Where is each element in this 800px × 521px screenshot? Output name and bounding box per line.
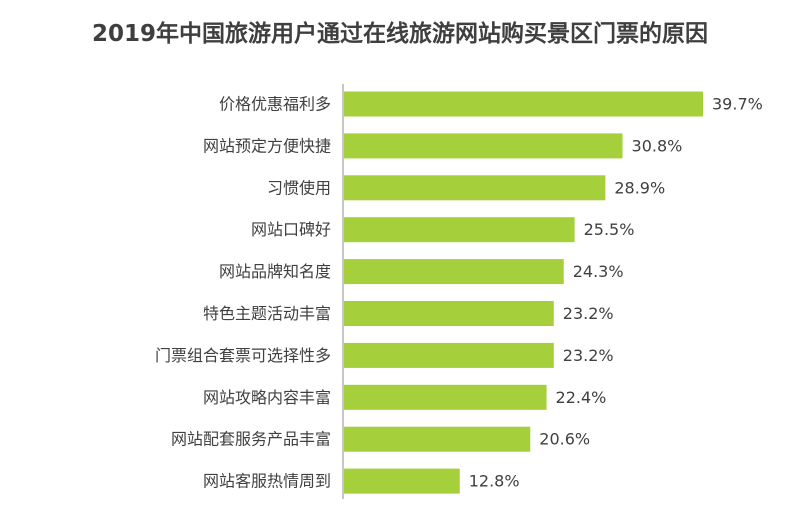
category-label-1: 网站预定方便快捷: [203, 136, 331, 155]
value-label-2: 28.9%: [614, 178, 665, 197]
bar-9: [344, 468, 460, 494]
bar-6: [344, 342, 554, 368]
value-label-8: 20.6%: [539, 430, 590, 449]
value-label-0: 39.7%: [712, 95, 763, 114]
bar-2: [344, 175, 606, 201]
category-label-2: 习惯使用: [267, 178, 331, 197]
category-labels-group: 价格优惠福利多网站预定方便快捷习惯使用网站口碑好网站品牌知名度特色主题活动丰富门…: [155, 95, 331, 491]
chart-title: 2019年中国旅游用户通过在线旅游网站购买景区门票的原因: [91, 21, 708, 47]
value-label-5: 23.2%: [563, 304, 614, 323]
value-label-4: 24.3%: [573, 262, 624, 281]
bar-5: [344, 301, 554, 326]
category-label-7: 网站攻略内容丰富: [203, 388, 331, 407]
bars-group: [344, 91, 703, 494]
category-label-5: 特色主题活动丰富: [203, 304, 331, 323]
value-label-9: 12.8%: [469, 472, 520, 491]
category-label-8: 网站配套服务产品丰富: [171, 430, 331, 449]
bar-0: [344, 91, 703, 117]
category-label-0: 价格优惠福利多: [219, 95, 331, 114]
category-label-6: 门票组合套票可选择性多: [155, 346, 331, 365]
bar-7: [344, 384, 547, 410]
value-label-3: 25.5%: [584, 220, 635, 239]
bar-4: [344, 259, 564, 285]
category-label-4: 网站品牌知名度: [219, 262, 331, 281]
category-label-9: 网站客服热情周到: [203, 472, 331, 491]
bar-8: [344, 426, 531, 452]
value-label-1: 30.8%: [632, 136, 683, 155]
value-label-7: 22.4%: [556, 388, 607, 407]
value-labels-group: 39.7% 30.8% 28.9% 25.5% 24.3% 23.2% 23.2% 22.4%…: [469, 95, 763, 491]
category-label-3: 网站口碑好: [251, 220, 331, 239]
bar-1: [344, 133, 623, 159]
bar-3: [344, 217, 575, 243]
value-label-6: 23.2%: [563, 346, 614, 365]
